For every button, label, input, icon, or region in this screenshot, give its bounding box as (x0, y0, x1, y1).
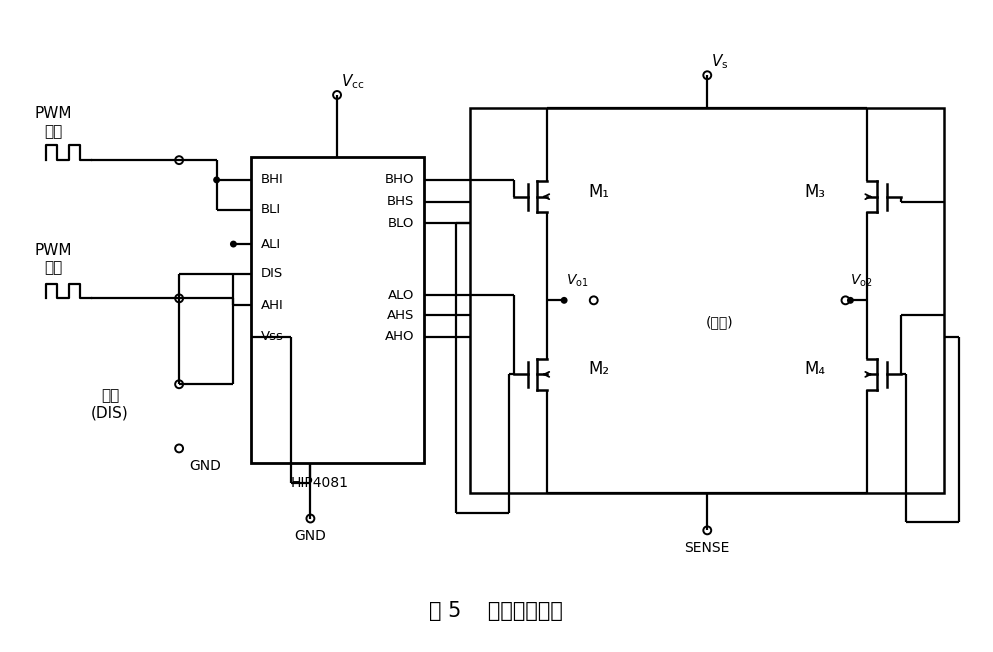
Text: 图 5    电路原理框图: 图 5 电路原理框图 (429, 601, 563, 621)
Text: PWM
输入: PWM 输入 (35, 106, 72, 139)
Text: BLO: BLO (387, 217, 414, 230)
Text: ALI: ALI (261, 237, 281, 250)
Text: AHI: AHI (261, 299, 284, 312)
Text: M₃: M₃ (804, 183, 826, 201)
Text: $V_{\rm o2}$: $V_{\rm o2}$ (850, 273, 873, 289)
Text: Vss: Vss (261, 331, 284, 344)
Text: M₂: M₂ (589, 361, 610, 378)
Text: GND: GND (295, 529, 327, 543)
Text: BHO: BHO (384, 173, 414, 186)
Text: HIP4081: HIP4081 (291, 476, 349, 490)
Text: (负载): (负载) (705, 315, 733, 329)
Text: $V_{\rm cc}$: $V_{\rm cc}$ (341, 72, 364, 91)
Bar (251, 157, 424, 463)
Text: M₄: M₄ (804, 361, 826, 378)
Text: DIS: DIS (261, 267, 283, 280)
Text: M₁: M₁ (589, 183, 610, 201)
Text: PWM
输入: PWM 输入 (35, 243, 72, 275)
Text: AHS: AHS (386, 308, 414, 321)
Text: SENSE: SENSE (684, 541, 730, 555)
Text: BHS: BHS (386, 195, 414, 208)
Text: 禁止
(DIS): 禁止 (DIS) (91, 388, 129, 420)
Circle shape (230, 241, 237, 248)
Bar (471, 108, 944, 493)
Text: BHI: BHI (261, 173, 284, 186)
Text: BLI: BLI (261, 203, 281, 216)
Circle shape (561, 297, 568, 304)
Circle shape (847, 297, 854, 304)
Text: GND: GND (189, 459, 220, 473)
Text: $V_{\rm o1}$: $V_{\rm o1}$ (566, 273, 589, 289)
Text: $V_{\rm s}$: $V_{\rm s}$ (711, 52, 729, 71)
Text: AHO: AHO (384, 331, 414, 344)
Text: ALO: ALO (387, 289, 414, 302)
Circle shape (213, 177, 220, 183)
